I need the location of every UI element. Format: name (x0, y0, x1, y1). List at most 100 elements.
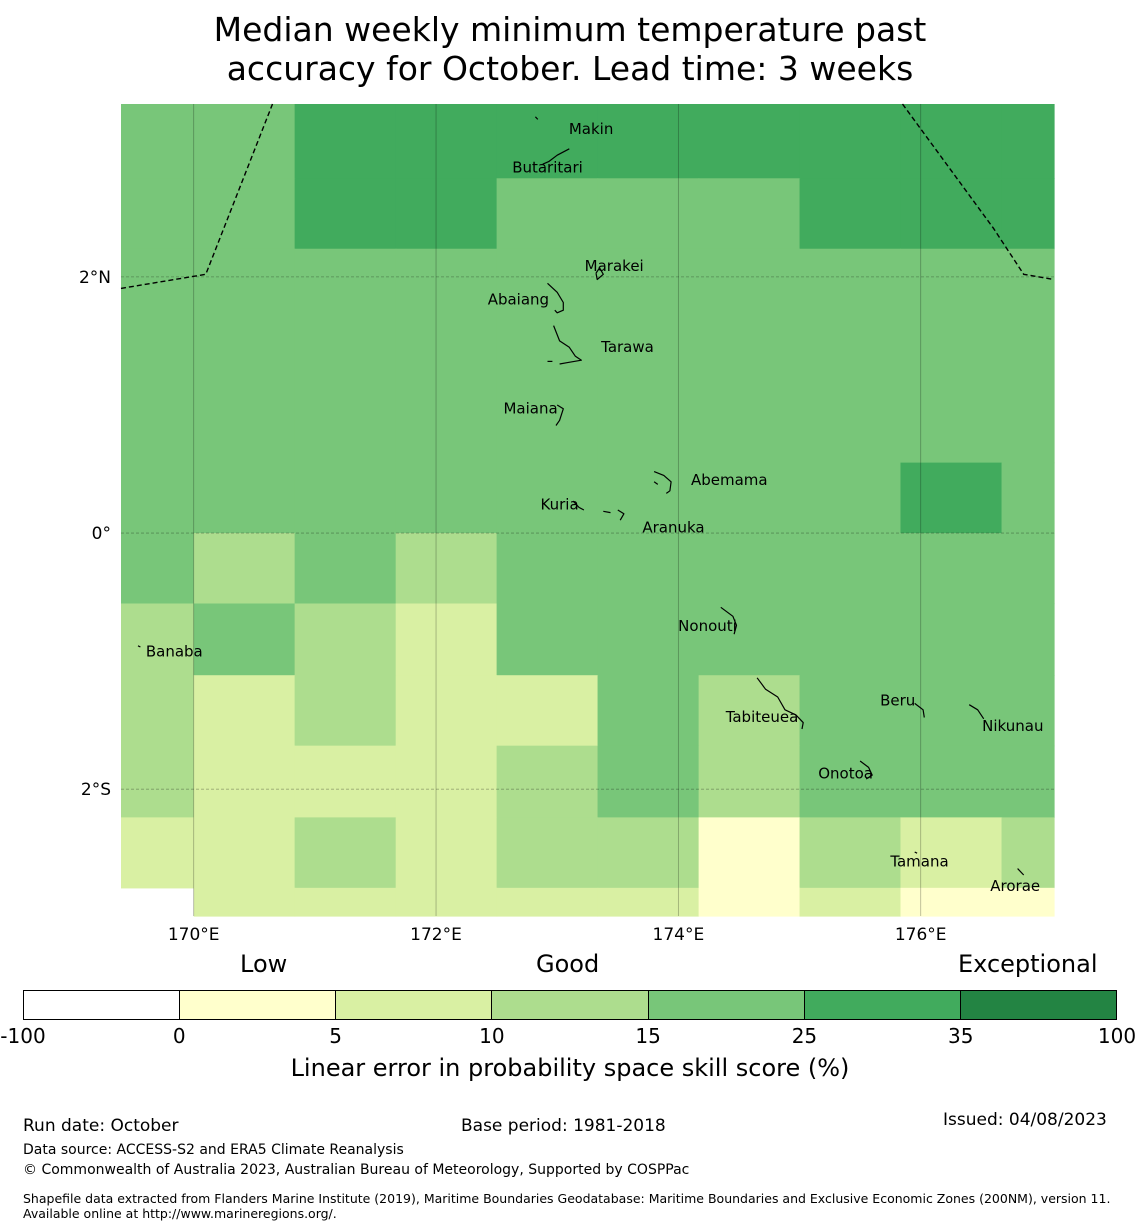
lat-tick-label: 2°N (79, 268, 111, 288)
grid-cell (900, 104, 1003, 179)
grid-cell (395, 104, 498, 179)
colorbar-segment (336, 991, 493, 1019)
island-label-abaiang: Abaiang (488, 291, 549, 309)
grid-cell (121, 603, 195, 676)
colorbar-label-low: Low (240, 950, 288, 978)
grid-cell (799, 462, 902, 534)
grid-cell (698, 248, 801, 464)
colorbar-segment (492, 991, 649, 1019)
eez-boundary-west (120, 103, 274, 290)
grid-cell (900, 178, 1003, 250)
grid-cell (395, 745, 498, 818)
copyright: © Commonwealth of Australia 2023, Austra… (23, 1162, 690, 1178)
grid-cell (799, 248, 902, 464)
colorbar-segment (804, 991, 961, 1019)
grid-cell (121, 675, 195, 747)
grid-cell (294, 675, 397, 747)
island-label-tabiteuea: Tabiteuea (725, 708, 799, 726)
grid-cell (395, 887, 498, 917)
colorbar-label-good: Good (536, 950, 600, 978)
coastline (1017, 868, 1025, 876)
island-label-makin: Makin (569, 120, 614, 138)
grid-cell (193, 603, 296, 676)
coastline (720, 606, 738, 635)
grid-cell (698, 462, 801, 534)
coastline (572, 500, 585, 511)
colorbar-segment (24, 991, 181, 1019)
grid-cell (698, 887, 801, 917)
grid-cell (698, 745, 801, 818)
coastline (595, 267, 604, 281)
grid-cell (121, 817, 195, 889)
island-label-beru: Beru (880, 691, 915, 709)
grid-cell (900, 248, 1003, 464)
grid-cell (597, 533, 700, 605)
lon-tick-label: 172°E (410, 925, 462, 945)
grid-cell (121, 178, 195, 250)
coastlines (137, 116, 1025, 876)
island-label-nonouti: Nonouti (678, 617, 737, 635)
grid-cell (597, 887, 700, 917)
eez-boundaries (120, 103, 1055, 290)
title-line-1: Median weekly minimum temperature past (213, 10, 927, 49)
grid-cell (900, 745, 1003, 818)
grid-cell (294, 745, 397, 818)
coastline (534, 116, 539, 120)
grid-cell (121, 104, 195, 179)
lon-tick-label: 176°E (895, 925, 947, 945)
grid-cell (294, 248, 397, 464)
grid-cell (294, 462, 397, 534)
run-date: Run date: October (23, 1116, 179, 1136)
grid-cell (193, 887, 296, 917)
island-label-arorae: Arorae (990, 877, 1040, 895)
colorbar-tick-label: -100 (0, 1024, 46, 1048)
grid-cell (900, 887, 1003, 917)
skill-grid (121, 104, 1055, 917)
coastline (653, 471, 672, 494)
coastline (653, 481, 659, 485)
base-period: Base period: 1981-2018 (461, 1116, 666, 1136)
lon-tick-label: 170°E (168, 925, 220, 945)
colorbar-tick-label: 15 (635, 1024, 661, 1048)
island-labels: Makin Butaritari Marakei Abaiang Tarawa Maian… (146, 120, 1044, 895)
island-label-onotoa: Onotoa (818, 764, 873, 782)
coastline (859, 760, 873, 780)
coastline (914, 851, 918, 854)
grid-cell (698, 817, 801, 889)
grid-cell (900, 817, 1003, 889)
coastline (914, 702, 925, 718)
grid-cell (799, 675, 902, 747)
issued-date: Issued: 04/08/2023 (943, 1110, 1107, 1130)
grid-cell (597, 817, 700, 889)
grid-cell (799, 178, 902, 250)
grid-cell (193, 178, 296, 250)
grid-cell (395, 817, 498, 889)
island-label-butaritari: Butaritari (512, 159, 583, 177)
grid-cell (900, 603, 1003, 676)
grid-cell (698, 603, 801, 676)
grid-cell (121, 745, 195, 818)
colorbar-tick-label: 10 (479, 1024, 505, 1048)
grid-cell (496, 533, 599, 605)
colorbar-segment (648, 991, 805, 1019)
grid-cell (294, 603, 397, 676)
grid-cell (597, 248, 700, 464)
grid-cell (698, 533, 801, 605)
island-label-kuria: Kuria (541, 495, 579, 513)
grid-cell (799, 533, 902, 605)
grid-cell (597, 675, 700, 747)
grid-cell (193, 462, 296, 534)
grid-cell (597, 178, 700, 250)
grid-cell (1001, 603, 1055, 676)
chart-title: Median weekly minimum temperature past a… (0, 10, 1140, 88)
coastline (137, 645, 141, 648)
grid-cell (121, 533, 195, 605)
grid-cell (395, 178, 498, 250)
grid-cell (799, 603, 902, 676)
island-label-aranuka: Aranuka (642, 518, 704, 536)
grid-cell (799, 745, 902, 818)
title-line-2: accuracy for October. Lead time: 3 weeks (226, 49, 914, 88)
grid-cell (193, 817, 296, 889)
colorbar-tick-label: 0 (172, 1024, 186, 1048)
grid-cell (496, 887, 599, 917)
